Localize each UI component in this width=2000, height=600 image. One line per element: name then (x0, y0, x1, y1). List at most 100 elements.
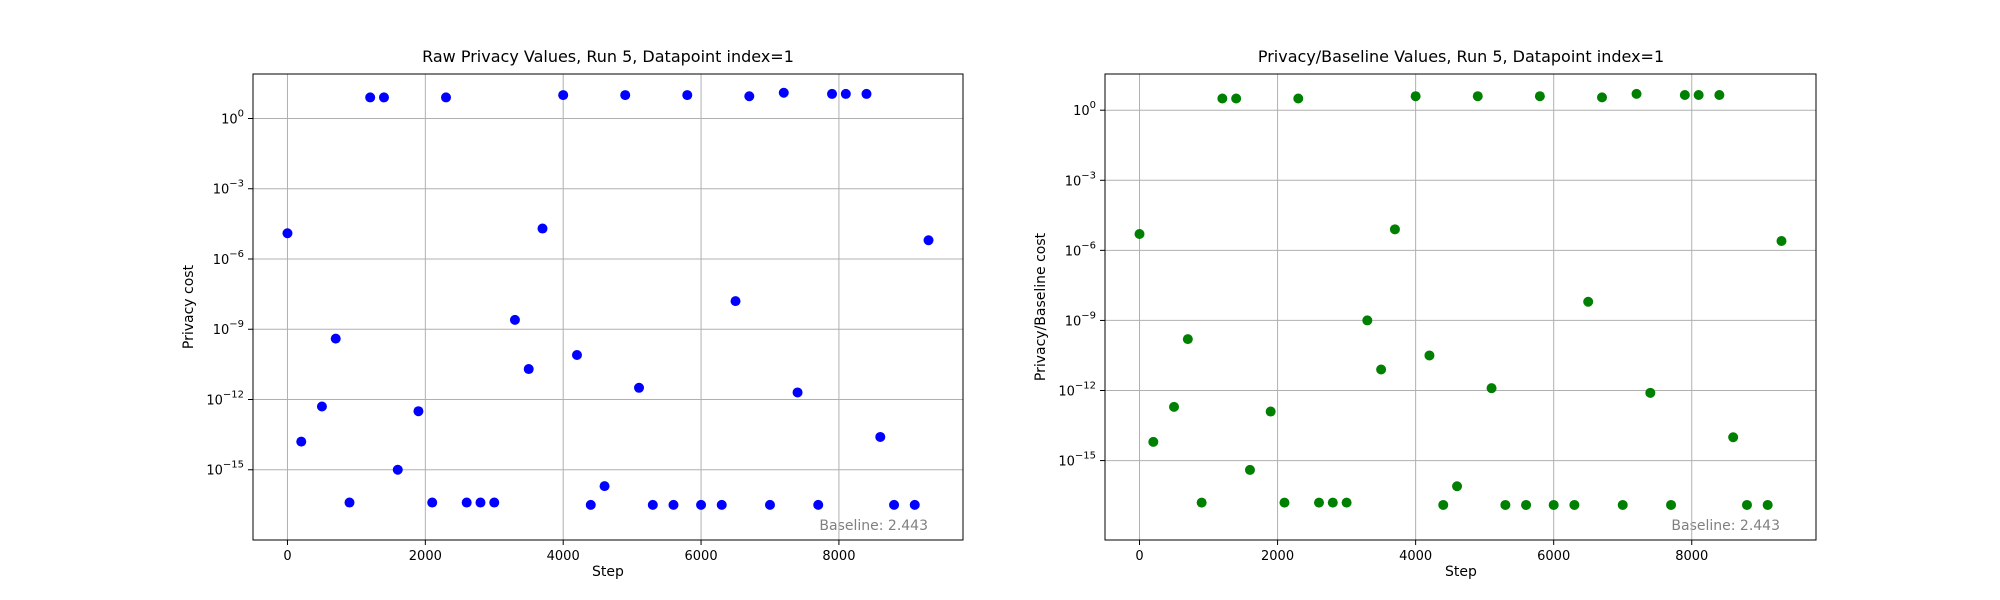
left-scatter-point (716, 499, 727, 510)
right-chart-title: Privacy/Baseline Values, Run 5, Datapoin… (1258, 47, 1664, 66)
left-scatter-point (365, 92, 376, 103)
right-scatter-point (1169, 401, 1180, 412)
right-scatter-point (1362, 315, 1373, 326)
right-scatter-point (1217, 93, 1228, 104)
left-scatter-point (489, 497, 500, 508)
right-scatter-point (1666, 499, 1677, 510)
right-x-tick-label: 2000 (1261, 549, 1294, 564)
left-scatter-point (509, 314, 520, 325)
right-scatter-point (1410, 91, 1421, 102)
right-scatter-point (1376, 364, 1387, 375)
left-scatter-point (813, 499, 824, 510)
left-scatter-point (523, 364, 534, 375)
left-y-axis-label: Privacy cost (181, 264, 197, 349)
left-scatter-point (282, 228, 293, 239)
right-y-tick-label: 10−9 (1065, 310, 1096, 329)
left-y-tick-label: 10−6 (213, 249, 244, 268)
right-scatter-point (1583, 296, 1594, 307)
right-y-tick-label: 10−6 (1065, 240, 1096, 259)
right-scatter-point (1452, 481, 1463, 492)
left-x-axis-label: Step (592, 564, 624, 580)
right-scatter-point (1313, 497, 1324, 508)
left-chart-panel: Raw Privacy Values, Run 5, Datapoint ind… (181, 47, 964, 580)
left-scatter-point (840, 88, 851, 99)
left-scatter-point (875, 431, 886, 442)
left-scatter-point (330, 333, 341, 344)
left-plot-area: 0 2000 4000 6000 8000 100 10−3 10−6 10−9 10−12 10−… (206, 73, 964, 564)
left-scatter-point (696, 499, 707, 510)
left-scatter-point (647, 499, 658, 510)
right-scatter-point (1341, 497, 1352, 508)
left-scatter-point (599, 481, 610, 492)
left-y-tick-label: 10−3 (213, 179, 244, 198)
right-plot-area: 0 2000 4000 6000 8000 100 10−3 10−6 10−9 10−12 10−… (1058, 73, 1817, 564)
left-x-tick-label: 0 (283, 549, 291, 564)
left-scatter-point (461, 497, 472, 508)
left-axes-frame (252, 73, 964, 541)
left-scatter-point (909, 499, 920, 510)
right-scatter-point (1486, 383, 1497, 394)
left-chart-title: Raw Privacy Values, Run 5, Datapoint ind… (422, 47, 794, 66)
left-scatter-point (620, 90, 631, 101)
right-scatter-point (1534, 91, 1545, 102)
right-scatter-point (1679, 90, 1690, 101)
left-x-tick-label: 6000 (685, 549, 718, 564)
left-x-tick-label: 8000 (822, 549, 855, 564)
left-scatter-point (861, 88, 872, 99)
right-scatter-point (1776, 236, 1787, 247)
right-scatter-point (1521, 499, 1532, 510)
right-x-tick-label: 6000 (1537, 549, 1570, 564)
left-scatter-point (475, 497, 486, 508)
left-scatter-point (668, 499, 679, 510)
left-y-tick-label: 10−12 (206, 389, 244, 408)
left-scatter-point (923, 235, 934, 246)
right-axes-frame (1104, 73, 1817, 541)
left-scatter-point (571, 350, 582, 361)
right-scatter-point (1569, 499, 1580, 510)
right-x-tick-label: 8000 (1675, 549, 1708, 564)
left-scatter-point (682, 90, 693, 101)
right-scatter-point (1472, 91, 1483, 102)
left-scatter-point (413, 406, 424, 417)
right-scatter-point (1327, 497, 1338, 508)
left-x-tick-label: 4000 (547, 549, 580, 564)
left-scatter-point (827, 88, 838, 99)
right-x-tick-label: 4000 (1399, 549, 1432, 564)
right-scatter-point (1182, 334, 1193, 345)
right-scatter-point (1279, 497, 1290, 508)
left-scatter-point (889, 499, 900, 510)
left-scatter-point (744, 91, 755, 102)
left-scatter-point (378, 92, 389, 103)
right-y-tick-label: 100 (1073, 100, 1096, 119)
right-scatter-point (1645, 387, 1656, 398)
right-scatter-point (1617, 499, 1628, 510)
right-scatter-point (1389, 224, 1400, 235)
right-scatter-point (1548, 499, 1559, 510)
right-scatter-point (1134, 229, 1145, 240)
left-scatter-point (537, 223, 548, 234)
right-scatter-point (1597, 92, 1608, 103)
left-scatter-point (392, 464, 403, 475)
right-scatter-point (1500, 499, 1511, 510)
left-y-tick-label: 100 (221, 108, 244, 127)
right-scatter-point (1728, 432, 1739, 443)
left-y-tick-label: 10−9 (213, 319, 244, 338)
right-scatter-point (1762, 499, 1773, 510)
right-y-tick-label: 10−15 (1058, 451, 1096, 470)
right-scatter-point (1148, 436, 1159, 447)
left-scatter-point (764, 499, 775, 510)
right-scatter-point (1265, 406, 1276, 417)
left-scatter-point (778, 87, 789, 98)
right-scatter-point (1741, 499, 1752, 510)
left-scatter-point (427, 497, 438, 508)
right-chart-panel: Privacy/Baseline Values, Run 5, Datapoin… (1033, 47, 1817, 580)
left-baseline-annotation: Baseline: 2.443 (819, 518, 928, 534)
right-scatter-point (1631, 88, 1642, 99)
right-scatter-point (1196, 497, 1207, 508)
right-scatter-point (1438, 499, 1449, 510)
right-scatter-point (1293, 93, 1304, 104)
right-x-tick-label: 0 (1135, 549, 1143, 564)
right-scatter-point (1244, 464, 1255, 475)
right-y-tick-label: 10−3 (1065, 170, 1096, 189)
